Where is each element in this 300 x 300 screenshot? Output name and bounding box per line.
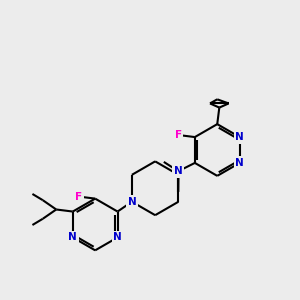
- Text: F: F: [175, 130, 182, 140]
- Text: N: N: [174, 166, 183, 176]
- Text: N: N: [235, 132, 244, 142]
- Text: N: N: [128, 197, 136, 207]
- Text: N: N: [235, 158, 244, 168]
- Text: F: F: [75, 192, 82, 202]
- Text: N: N: [113, 232, 122, 242]
- Text: N: N: [68, 232, 77, 242]
